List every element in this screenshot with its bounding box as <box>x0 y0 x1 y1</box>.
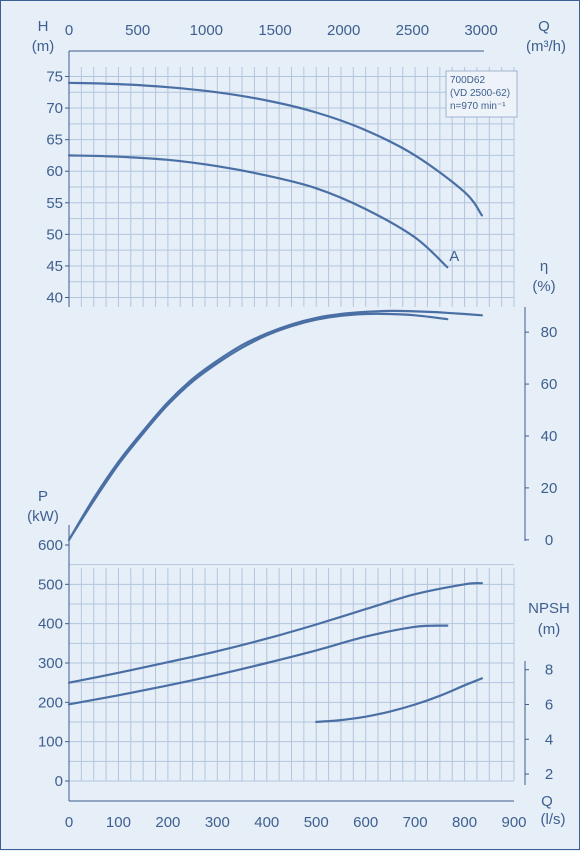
head-tick-label: 75 <box>46 68 63 85</box>
bottom-x-tick-label: 0 <box>65 814 73 831</box>
power-tick-label: 200 <box>38 694 63 711</box>
head-tick-label: 60 <box>46 163 63 180</box>
bottom-x-tick-label: 600 <box>353 814 378 831</box>
power-tick-label: 0 <box>55 773 63 790</box>
bottom-x-tick-label: 500 <box>304 814 329 831</box>
bottom-x-tick-label: 200 <box>155 814 180 831</box>
head-tick-label: 50 <box>46 226 63 243</box>
head-curve-2-label: A <box>449 248 459 265</box>
head-tick-label: 70 <box>46 100 63 117</box>
power-curve-2 <box>67 624 449 706</box>
legend: 700D62 (VD 2500-62) n=970 min⁻¹ <box>445 70 518 118</box>
top-x-tick-label: 1500 <box>258 22 291 39</box>
npsh-tick-label: 4 <box>545 731 553 748</box>
power-tick-label: 500 <box>38 576 63 593</box>
efficiency-tick-label: 40 <box>541 428 558 445</box>
top-x-tick-label: 0 <box>65 22 73 39</box>
npsh-curve-1 <box>315 677 483 723</box>
head-curve-1 <box>67 81 483 217</box>
bottom-x-tick-label: 300 <box>205 814 230 831</box>
head-axis-unit: (m) <box>32 38 55 55</box>
head-axis-label: H <box>38 18 49 35</box>
top-x-tick-label: 500 <box>125 22 150 39</box>
bottom-x-tick-label: 100 <box>106 814 131 831</box>
efficiency-axis-label: η <box>540 258 548 275</box>
efficiency-tick-label: 20 <box>541 480 558 497</box>
top-x-axis-label: Q <box>538 18 550 35</box>
legend-box <box>445 70 518 118</box>
head-tick-label: 45 <box>46 258 63 275</box>
legend-line-3: n=970 min⁻¹ <box>450 101 506 112</box>
head-tick-label: 55 <box>46 195 63 212</box>
head-tick-label: 40 <box>46 290 63 307</box>
power-tick-label: 400 <box>38 616 63 633</box>
top-x-axis-unit: (m³/h) <box>526 38 566 55</box>
npsh-axis-label: NPSH <box>528 600 570 617</box>
top-x-tick-label: 3000 <box>464 22 497 39</box>
legend-line-2: (VD 2500-62) <box>450 88 510 99</box>
bottom-x-axis-label: Q <box>541 793 553 810</box>
power-tick-label: 600 <box>38 537 63 554</box>
efficiency-tick-label: 80 <box>541 324 558 341</box>
npsh-tick-label: 2 <box>545 766 553 783</box>
bottom-x-tick-label: 800 <box>452 814 477 831</box>
power-tick-label: 100 <box>38 734 63 751</box>
power-tick-label: 300 <box>38 655 63 672</box>
power-axis-unit: (kW) <box>27 508 59 525</box>
head-curve-2 <box>67 154 449 269</box>
bottom-x-tick-label: 900 <box>501 814 526 831</box>
top-x-tick-label: 2500 <box>396 22 429 39</box>
efficiency-tick-label: 60 <box>541 376 558 393</box>
axes <box>65 50 529 802</box>
power-curve-1 <box>67 582 483 684</box>
grid <box>68 67 515 782</box>
efficiency-axis-unit: (%) <box>532 278 555 295</box>
efficiency-curve-2 <box>67 312 449 541</box>
efficiency-tick-label: 0 <box>545 532 553 549</box>
npsh-tick-label: 6 <box>545 696 553 713</box>
legend-line-1: 700D62 <box>450 75 485 86</box>
bottom-x-tick-label: 400 <box>254 814 279 831</box>
power-axis-label: P <box>38 488 48 505</box>
bottom-x-tick-label: 700 <box>403 814 428 831</box>
top-x-tick-label: 2000 <box>327 22 360 39</box>
curves <box>67 81 483 723</box>
bottom-x-axis-unit: (l/s) <box>541 811 566 828</box>
efficiency-curve-1 <box>67 309 483 541</box>
head-tick-label: 65 <box>46 132 63 149</box>
npsh-axis-unit: (m) <box>538 621 561 638</box>
top-x-tick-label: 1000 <box>190 22 223 39</box>
npsh-tick-label: 8 <box>545 662 553 679</box>
